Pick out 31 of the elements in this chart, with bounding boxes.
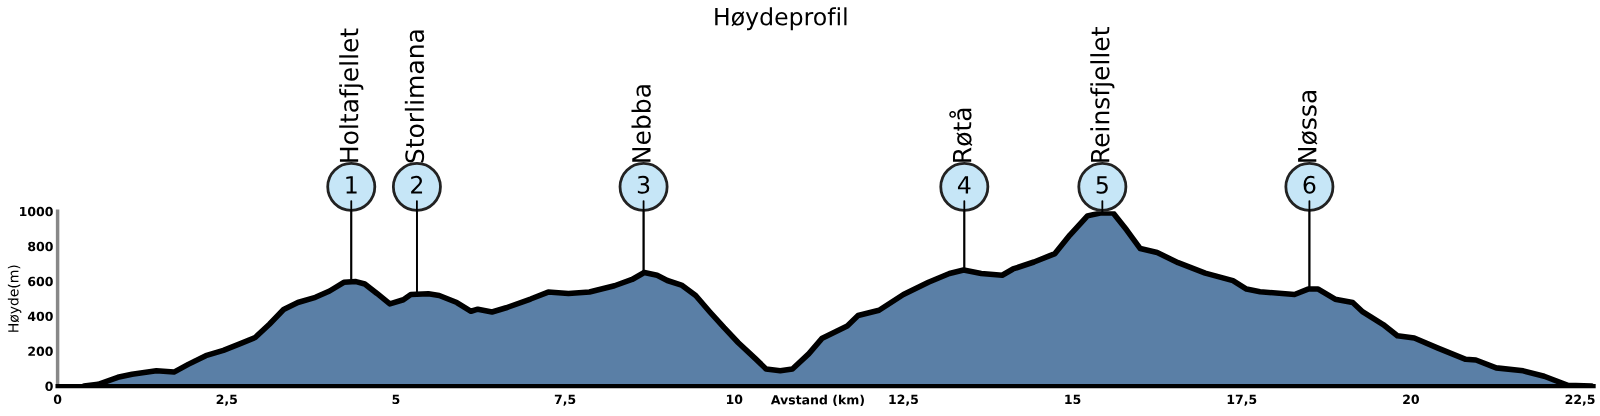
y-axis-title: Høyde(m): [7, 265, 22, 332]
y-tick-label: 1000: [20, 206, 53, 217]
annotation: 4: [957, 176, 971, 194]
x-tick-label: 22,5: [1565, 394, 1595, 406]
x-tick-label: 5: [392, 394, 400, 405]
annotation: Røtå: [949, 108, 973, 162]
x-tick-label: 0: [53, 394, 62, 405]
x-tick-label: 20: [1403, 394, 1419, 405]
annotation: Nebba: [631, 85, 651, 162]
annotation: 1: [346, 176, 357, 194]
y-tick-label: 800: [28, 241, 53, 252]
annotation: Reinsfjellet: [1090, 27, 1115, 162]
chart-title: Høydeprofil: [715, 7, 847, 31]
annotation: 2: [411, 175, 423, 194]
x-tick-label: 2,5: [216, 394, 237, 406]
annotation: Nøssa: [1298, 91, 1318, 162]
y-tick-label: 600: [28, 276, 53, 287]
y-tick-label: 200: [28, 346, 53, 357]
x-tick-label: 10: [726, 394, 743, 405]
annotation: Holtafjellet: [339, 28, 364, 162]
annotation: 3: [637, 175, 650, 194]
annotation: 6: [1303, 175, 1316, 194]
x-tick-label: 12,5: [889, 394, 918, 406]
x-tick-label: 7,5: [554, 394, 576, 406]
annotation: 5: [1096, 176, 1108, 194]
annotation: Storlimana: [404, 30, 425, 163]
y-tick-label: 0: [45, 381, 53, 391]
x-tick-label: 15: [1065, 394, 1081, 405]
x-axis-title: Avstand (km): [770, 394, 864, 406]
x-tick-label: 17,5: [1227, 394, 1257, 406]
y-tick-label: 400: [27, 311, 53, 322]
